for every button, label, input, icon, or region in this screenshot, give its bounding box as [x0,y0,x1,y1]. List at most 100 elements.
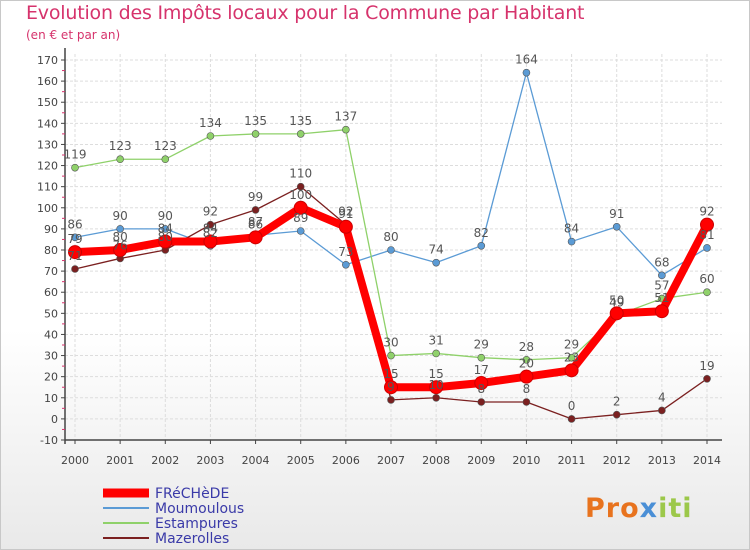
x-tick-label: 2003 [196,454,224,467]
data-point [474,376,489,390]
x-tick-label: 2004 [242,454,270,467]
y-tick-label: 90 [44,223,58,236]
data-label: 135 [289,114,312,128]
data-point [522,68,531,77]
y-tick-label: 60 [44,286,58,299]
data-point [700,217,714,232]
data-point [384,380,398,395]
data-point [519,369,534,384]
data-label: 68 [654,255,669,269]
data-point [293,200,308,215]
data-point [432,393,440,402]
data-label: 15 [429,367,444,381]
data-point [477,241,486,250]
data-label: 80 [158,230,173,244]
data-label: 15 [383,367,398,381]
y-tick-label: 50 [44,307,58,320]
data-point [654,304,669,319]
data-label: 79 [67,232,82,246]
x-tick-label: 2009 [467,454,495,467]
data-label: 28 [519,340,534,354]
data-point [567,237,576,246]
data-point [161,155,170,164]
data-label: 91 [338,207,353,221]
y-tick-label: 70 [44,265,58,278]
data-label: 57 [654,279,669,293]
data-label: 0 [568,399,576,413]
data-point [567,353,576,362]
data-label: 50 [609,293,624,307]
x-tick-label: 2001 [106,454,134,467]
data-point [342,260,350,269]
data-label: 20 [519,357,534,371]
data-point [432,349,440,358]
data-point [161,225,170,233]
data-label: 49 [609,295,624,309]
x-tick-label: 2012 [603,454,631,467]
data-label: 91 [609,207,624,221]
data-point [71,163,79,172]
data-label: 8 [477,382,485,396]
data-label: 92 [203,205,218,219]
data-label: 90 [158,209,173,223]
y-tick-label: 20 [44,371,58,384]
data-label: 81 [699,228,714,242]
data-label: 89 [293,211,308,225]
data-point [206,132,215,140]
data-point [522,398,531,406]
data-point [206,220,215,229]
data-label: 164 [515,53,538,67]
y-tick-label: 130 [37,138,58,151]
data-label: 123 [109,139,132,153]
data-label: 119 [64,148,87,162]
y-tick-label: 110 [37,181,58,194]
data-point [342,125,350,134]
data-point [609,306,624,321]
data-point [116,155,124,164]
data-label: 84 [203,222,218,236]
data-point [338,219,353,234]
data-label: 19 [699,359,714,373]
data-label: 90 [113,209,128,223]
data-point [71,233,79,242]
legend-label: Moumoulous [155,501,244,517]
x-tick-label: 2002 [151,454,179,467]
data-point [703,288,711,297]
y-tick-label: 40 [44,328,58,341]
data-label: 31 [429,333,444,347]
chart-subtitle: (en € et par an) [26,28,121,42]
y-tick-label: 170 [37,54,58,67]
data-point [703,374,711,383]
chart-title: Evolution des Impôts locaux pour la Comm… [26,2,585,24]
data-point [296,227,305,235]
y-tick-label: 0 [51,413,58,426]
legend-label: Mazerolles [155,531,229,547]
x-tick-label: 2013 [648,454,676,467]
y-tick-label: 120 [37,160,58,173]
y-tick-label: 160 [37,75,58,88]
data-label: 82 [203,226,218,240]
data-label: 2 [613,395,621,409]
data-label: 29 [564,338,579,352]
data-label: 87 [248,215,263,229]
data-label: 71 [67,249,82,263]
data-point [387,396,395,404]
data-point [68,245,82,260]
data-point [564,363,579,378]
data-point [432,258,440,267]
data-label: 82 [474,226,489,240]
x-tick-label: 2010 [512,454,540,467]
data-label: 29 [474,338,489,352]
data-point [251,206,260,214]
y-tick-label: -10 [40,434,58,447]
data-label: 74 [429,243,444,257]
x-tick-label: 2011 [558,454,586,467]
data-label: 76 [113,238,128,252]
x-tick-label: 2014 [693,454,721,467]
data-point [522,355,531,364]
x-tick-label: 2007 [377,454,405,467]
x-tick-label: 2000 [61,454,89,467]
data-label: 60 [699,272,714,286]
data-point [387,351,395,360]
data-label: 123 [154,139,177,153]
